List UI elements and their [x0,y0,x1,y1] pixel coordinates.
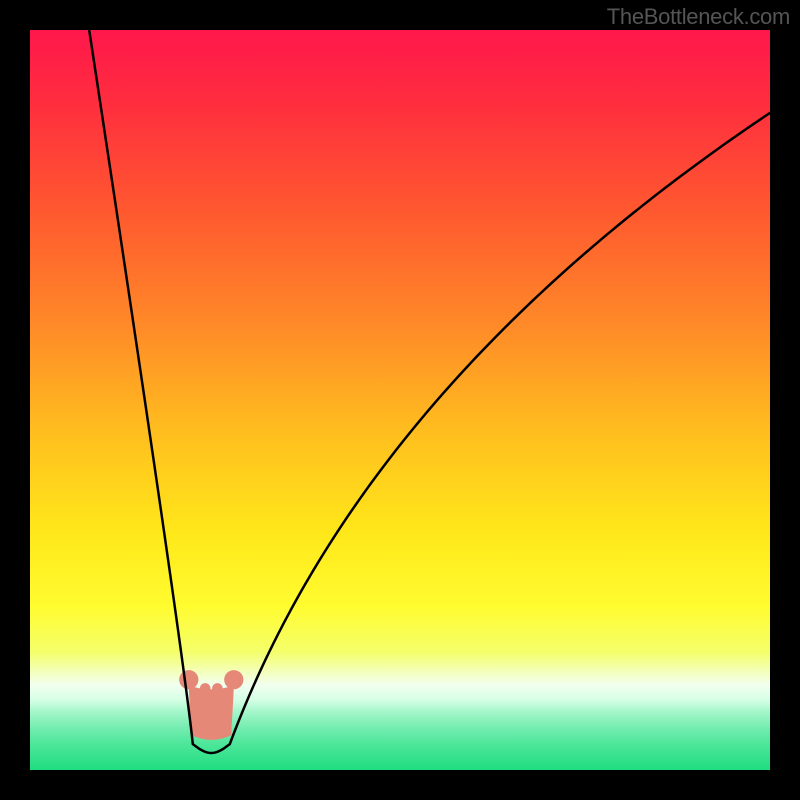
chart-stage: TheBottleneck.com [0,0,800,800]
watermark-text: TheBottleneck.com [607,4,790,30]
chart-svg [0,0,800,800]
gradient-background [30,30,770,770]
